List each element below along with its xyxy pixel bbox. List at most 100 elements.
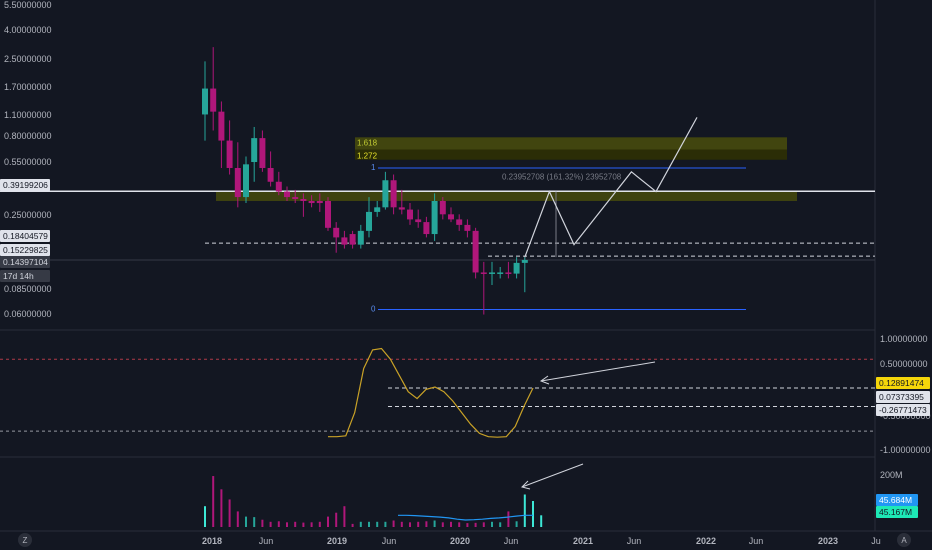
candle-body — [202, 88, 208, 115]
volume-bar — [261, 519, 264, 527]
fib-1618-label: 1.618 — [357, 138, 378, 147]
axis-tag-bg — [0, 270, 50, 282]
volume-bar — [400, 521, 403, 527]
axis-tag-bg — [876, 506, 918, 518]
auto-scale-icon[interactable]: A — [897, 533, 911, 547]
candle-body — [464, 224, 471, 231]
timezone-icon[interactable]: Z — [18, 533, 32, 547]
price-range-measure[interactable]: 0.23952708 (161.32%) 23952708 — [502, 173, 622, 258]
candle-body — [366, 211, 372, 231]
volume-bar — [515, 521, 518, 527]
volume-bar — [507, 511, 510, 527]
auto-scale-icon-label: A — [901, 536, 907, 545]
volume-bar — [294, 521, 297, 527]
candle-body — [448, 214, 454, 220]
volume-bar — [384, 521, 387, 527]
volume-bar — [409, 522, 411, 527]
price-tick-label: 2.50000000 — [4, 54, 52, 64]
volume-bar — [540, 515, 543, 527]
candle-body — [243, 164, 249, 198]
osc-axis-tags: 0.12891474 0.07373395 -0.26771473 — [876, 377, 930, 416]
axis-tag-bg — [0, 244, 50, 256]
axis-tag-bg — [0, 179, 50, 191]
volume-bar — [236, 511, 239, 527]
volume-bar — [310, 522, 313, 527]
candle-body — [521, 259, 528, 263]
osc-tick-label: 0.50000000 — [880, 359, 928, 369]
time-tick-label: 2022 — [696, 536, 716, 546]
volume-axis-tags: 45.684M 45.167M — [876, 494, 918, 518]
price-tick-label: 1.10000000 — [4, 110, 52, 120]
time-tick-label: 2021 — [573, 536, 593, 546]
candle-body — [407, 209, 413, 220]
candle-body — [316, 200, 323, 204]
volume-bar — [499, 522, 502, 527]
measure-label: 0.23952708 (161.32%) 23952708 — [502, 173, 622, 182]
fib-1272-label: 1.272 — [357, 152, 378, 161]
fibonacci-extension[interactable]: 1.618 1.272 1 0 — [216, 137, 797, 313]
time-tick-label: 2019 — [327, 536, 347, 546]
volume-tick-label: 200M — [880, 470, 903, 480]
candle-body — [423, 222, 430, 235]
time-tick-label: Jun — [382, 536, 397, 546]
axis-tag-bg — [0, 256, 50, 268]
axis-tag-bg — [876, 377, 930, 389]
price-tick-label: 0.55000000 — [4, 157, 52, 167]
axis-tag-label: 0.18404579 — [3, 231, 48, 241]
volume-bar — [245, 516, 247, 527]
axis-tag-label: 0.12891474 — [879, 378, 924, 388]
axis-tag-label: 0.15229825 — [3, 245, 48, 255]
candle-body — [210, 88, 217, 112]
price-tick-label: 4.00000000 — [4, 25, 52, 35]
candle-body — [505, 272, 512, 274]
fib-1272-zone — [355, 149, 787, 160]
time-tick-label: Jun — [259, 536, 274, 546]
candle-body — [374, 207, 381, 212]
oscillator-pane[interactable] — [0, 347, 875, 438]
volume-bar — [376, 521, 379, 527]
candlestick-series[interactable] — [202, 47, 528, 315]
volume-bar — [466, 523, 469, 527]
price-tick-label: 0.80000000 — [4, 131, 52, 141]
price-tick-label: 0.06000000 — [4, 309, 52, 319]
candle-body — [431, 200, 438, 235]
time-tick-label: 2023 — [818, 536, 838, 546]
candle-body — [513, 262, 520, 274]
price-axis[interactable]: 5.50000000 4.00000000 2.50000000 1.70000000… — [4, 0, 52, 319]
volume-pane[interactable] — [204, 463, 584, 527]
candle-body — [251, 138, 258, 163]
volume-bar — [441, 522, 444, 527]
time-tick-label: Jun — [749, 536, 764, 546]
candle-body — [218, 111, 225, 141]
volume-bar — [482, 522, 485, 527]
projection-path[interactable] — [524, 117, 698, 258]
volume-axis[interactable]: 200M — [880, 470, 903, 480]
candle-body — [456, 219, 463, 225]
volume-arrow[interactable] — [521, 463, 584, 488]
time-axis[interactable]: 2018 Jun 2019 Jun 2020 Jun 2021 Jun 2022 Jun 2023 J… — [202, 536, 881, 546]
price-tick-label: 0.25000000 — [4, 210, 52, 220]
candle-body — [382, 180, 389, 208]
volume-bar — [327, 516, 329, 527]
candle-body — [333, 227, 340, 238]
volume-bar — [417, 521, 420, 527]
volume-bar — [433, 520, 436, 527]
candle-body — [341, 237, 348, 245]
candle-body — [415, 219, 422, 223]
volume-bar — [335, 512, 338, 527]
volume-bar — [277, 521, 280, 527]
volume-ma-line — [398, 514, 533, 521]
oscillator-line — [328, 347, 534, 438]
volume-bar — [343, 506, 346, 527]
volume-bar — [228, 499, 231, 527]
candle-body — [308, 200, 315, 204]
candle-body — [349, 234, 356, 245]
candle-body — [226, 140, 233, 168]
axis-tag-label: 0.07373395 — [879, 392, 924, 402]
osc-arrow[interactable] — [540, 361, 656, 382]
axis-tag-label: 0.39199206 — [3, 180, 48, 190]
osc-arrowhead-icon — [539, 375, 550, 385]
candle-body — [284, 191, 290, 198]
